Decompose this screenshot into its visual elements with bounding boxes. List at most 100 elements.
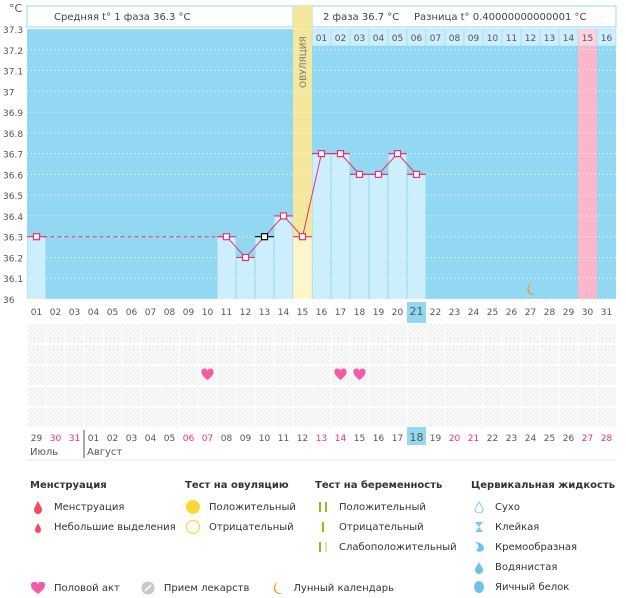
legend-label: Водянистая bbox=[495, 561, 558, 573]
legend-item-menstruation: Менструация bbox=[30, 497, 176, 517]
notes-cell bbox=[160, 366, 179, 385]
notes-cell bbox=[369, 345, 388, 364]
notes-cell bbox=[198, 408, 217, 427]
cycle-day-label: 18 bbox=[354, 308, 366, 318]
cycle-day-label: 30 bbox=[582, 308, 594, 318]
notes-cell bbox=[540, 324, 559, 343]
creamy-drop-icon bbox=[471, 539, 487, 555]
legend-label: Отрицательный bbox=[209, 521, 294, 533]
calendar-date-label: 30 bbox=[50, 434, 62, 444]
notes-cell bbox=[597, 387, 616, 406]
calendar-date-label: 04 bbox=[145, 434, 157, 444]
temperature-bar bbox=[312, 153, 331, 299]
notes-cell bbox=[521, 345, 540, 364]
notes-cell bbox=[122, 408, 141, 427]
notes-cell bbox=[502, 387, 521, 406]
phase2-day-label: 12 bbox=[525, 34, 536, 44]
cycle-day-label: 03 bbox=[69, 308, 80, 318]
calendar-date-label: 10 bbox=[259, 434, 271, 444]
notes-cell bbox=[502, 366, 521, 385]
legend-menstruation: Менструация Менструация Небольшие выделе… bbox=[30, 480, 176, 537]
faint-line-icon bbox=[315, 539, 331, 555]
notes-cell bbox=[27, 345, 46, 364]
next-period-texture bbox=[578, 29, 597, 299]
notes-cell bbox=[293, 345, 312, 364]
notes-cell bbox=[559, 408, 578, 427]
temperature-point bbox=[393, 150, 402, 158]
notes-cell bbox=[65, 366, 84, 385]
ovulation-label: ОВУЛЯЦИЯ bbox=[299, 36, 309, 88]
notes-cell bbox=[426, 387, 445, 406]
intercourse-heart-icon bbox=[353, 368, 366, 380]
notes-cell bbox=[578, 345, 597, 364]
notes-cell bbox=[198, 387, 217, 406]
cycle-day-label: 16 bbox=[316, 308, 328, 318]
notes-cell bbox=[141, 366, 160, 385]
notes-cell bbox=[483, 324, 502, 343]
temperature-bar bbox=[331, 153, 350, 299]
notes-cell bbox=[293, 366, 312, 385]
notes-cell bbox=[559, 387, 578, 406]
cycle-day-label: 17 bbox=[335, 308, 346, 318]
calendar-date-label: 12 bbox=[297, 434, 308, 444]
cycle-day-label: 13 bbox=[259, 308, 270, 318]
month-label: Июль bbox=[30, 447, 58, 458]
notes-cell bbox=[407, 324, 426, 343]
phase2-day-label: 03 bbox=[354, 34, 365, 44]
notes-cell bbox=[65, 408, 84, 427]
calendar-date-label: 14 bbox=[335, 434, 347, 444]
cycle-day-label: 19 bbox=[373, 308, 385, 318]
notes-cell bbox=[312, 324, 331, 343]
notes-cell bbox=[559, 345, 578, 364]
filled-circle-icon bbox=[185, 499, 201, 515]
blood-drop-icon bbox=[30, 499, 46, 515]
temperature-point bbox=[336, 150, 345, 158]
notes-cell bbox=[27, 387, 46, 406]
temperature-point bbox=[298, 233, 307, 241]
cycle-day-label: 25 bbox=[487, 308, 498, 318]
notes-cell bbox=[236, 366, 255, 385]
notes-cell bbox=[445, 345, 464, 364]
notes-cell bbox=[103, 387, 122, 406]
notes-cell bbox=[293, 387, 312, 406]
notes-cell bbox=[217, 324, 236, 343]
notes-cell bbox=[179, 345, 198, 364]
phase2-day-label: 14 bbox=[563, 34, 575, 44]
notes-cell bbox=[84, 324, 103, 343]
notes-cell bbox=[217, 387, 236, 406]
legend-item-dry: Сухо bbox=[471, 497, 615, 517]
phase2-day-label: 08 bbox=[449, 34, 461, 44]
phase2-day-label: 16 bbox=[601, 34, 613, 44]
cycle-day-label: 27 bbox=[525, 308, 536, 318]
notes-cell bbox=[426, 345, 445, 364]
calendar-date-label: 29 bbox=[31, 434, 43, 444]
legend-item-spotting: Небольшие выделения bbox=[30, 517, 176, 537]
notes-cell bbox=[217, 345, 236, 364]
legend-label: Положительный bbox=[209, 501, 296, 513]
notes-cell bbox=[103, 324, 122, 343]
calendar-date-label: 11 bbox=[278, 434, 289, 444]
notes-cell bbox=[331, 345, 350, 364]
intercourse-heart-icon bbox=[201, 368, 214, 380]
notes-cell bbox=[103, 408, 122, 427]
notes-cell bbox=[578, 408, 597, 427]
notes-cell bbox=[388, 324, 407, 343]
notes-cell bbox=[388, 408, 407, 427]
water-drop-icon bbox=[471, 559, 487, 575]
egg-icon bbox=[471, 579, 487, 595]
y-tick-label: 36.3 bbox=[3, 234, 23, 244]
notes-cell bbox=[141, 345, 160, 364]
notes-cell bbox=[445, 387, 464, 406]
temperature-point bbox=[260, 233, 269, 241]
notes-cell bbox=[179, 387, 198, 406]
y-tick-label: 36.6 bbox=[3, 171, 23, 181]
legend-label: Прием лекарств bbox=[163, 582, 250, 594]
legend-ovulation-title: Тест на овуляцию bbox=[185, 480, 289, 491]
legend-item-sticky: Клейкая bbox=[471, 517, 615, 537]
legend-pregnancy-title: Тест на беременность bbox=[315, 480, 443, 491]
phase2-text: 2 фаза 36.7 °C bbox=[323, 12, 399, 23]
calendar-date-label: 16 bbox=[373, 434, 385, 444]
notes-cell bbox=[46, 366, 65, 385]
legend-label: Половой акт bbox=[54, 582, 120, 594]
notes-cell bbox=[350, 345, 369, 364]
